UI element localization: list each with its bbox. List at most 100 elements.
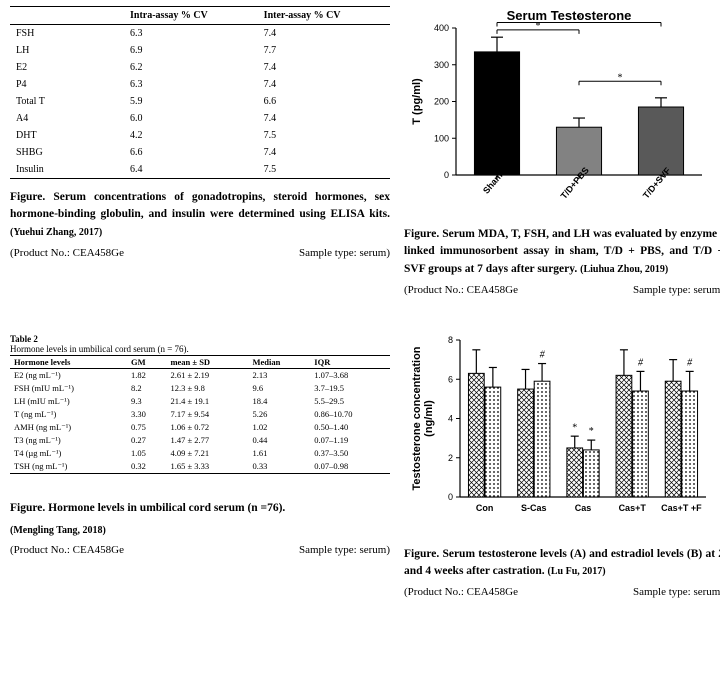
table-row: E2 (ng mL⁻¹)1.822.61 ± 2.192.131.07–3.68	[10, 368, 390, 382]
table-cell: SHBG	[10, 144, 124, 161]
caption-prefix: Figure.	[10, 191, 45, 203]
table-cell: FSH	[10, 25, 124, 43]
table-cell: 6.6	[124, 144, 258, 161]
panel4-caption: Figure. Serum testosterone levels (A) an…	[404, 546, 720, 581]
table-row: LH (mIU mL⁻¹)9.321.4 ± 19.118.45.5–29.5	[10, 395, 390, 408]
table-cell: 7.4	[258, 59, 390, 76]
panel3-caption: Figure. Hormone levels in umbilical cord…	[10, 500, 390, 538]
panel-hormone-table: Table 2 Hormone levels in umbilical cord…	[10, 334, 390, 599]
table-cell: 8.2	[127, 382, 166, 395]
table-cell: 7.4	[258, 110, 390, 127]
svg-text:200: 200	[434, 97, 449, 107]
hormone-table: Hormone levelsGMmean ± SDMedianIQR E2 (n…	[10, 356, 390, 474]
caption-text: Serum concentrations of gonadotropins, s…	[10, 191, 390, 220]
svg-text:Cas+T +F: Cas+T +F	[661, 503, 702, 513]
table-cell: 9.6	[249, 382, 311, 395]
table-cell: LH (mIU mL⁻¹)	[10, 395, 127, 408]
table-cell: 0.86–10.70	[310, 408, 390, 421]
panel4-meta: (Product No.: CEA458Ge Sample type: seru…	[404, 586, 720, 598]
svg-text:6: 6	[448, 374, 453, 384]
table-cell: 9.3	[127, 395, 166, 408]
table-row: SHBG6.67.4	[10, 144, 390, 161]
svg-text:T (pg/ml): T (pg/ml)	[411, 78, 423, 125]
table-cell: 4.2	[124, 127, 258, 144]
table-row: AMH (ng mL⁻¹)0.751.06 ± 0.721.020.50–1.4…	[10, 421, 390, 434]
sample-type: Sample type: serum)	[299, 544, 390, 556]
table-header: Median	[249, 356, 311, 369]
table2-title: Table 2	[10, 334, 390, 344]
svg-text:*: *	[618, 72, 623, 83]
svg-text:#: #	[638, 357, 644, 368]
table-row: E26.27.4	[10, 59, 390, 76]
caption-text: Serum MDA, T, FSH, and LH was evaluated …	[404, 228, 720, 275]
table-cell: TSH (ng mL⁻¹)	[10, 460, 127, 474]
svg-text:Cas+T: Cas+T	[619, 503, 647, 513]
table-cell: 1.65 ± 3.33	[166, 460, 248, 474]
table-cell: 0.37–3.50	[310, 447, 390, 460]
panel-serum-testosterone: Serum Testosterone0100200300400T (pg/ml)…	[404, 6, 720, 296]
table-row: T3 (ng mL⁻¹)0.271.47 ± 2.770.440.07–1.19	[10, 434, 390, 447]
table-cell: 6.4	[124, 161, 258, 179]
table-cell: 21.4 ± 19.1	[166, 395, 248, 408]
svg-text:2: 2	[448, 453, 453, 463]
table-cell: T3 (ng mL⁻¹)	[10, 434, 127, 447]
table-cell: 18.4	[249, 395, 311, 408]
table-cell: LH	[10, 42, 124, 59]
testosterone-groups-chart: 02468Testosterone concentration(ng/ml)Co…	[404, 330, 714, 525]
svg-text:4: 4	[448, 413, 453, 423]
table-cell: Insulin	[10, 161, 124, 179]
table-row: T (ng mL⁻¹)3.307.17 ± 9.545.260.86–10.70	[10, 408, 390, 421]
caption-prefix: Figure.	[10, 502, 45, 514]
svg-text:*: *	[589, 426, 594, 437]
table-row: FSH (mIU mL⁻¹)8.212.3 ± 9.89.63.7–19.5	[10, 382, 390, 395]
table-cell: 7.17 ± 9.54	[166, 408, 248, 421]
table-cell: 7.4	[258, 144, 390, 161]
table2-subtitle: Hormone levels in umbilical cord serum (…	[10, 344, 390, 356]
table-cell: P4	[10, 76, 124, 93]
table-cell: 6.0	[124, 110, 258, 127]
table-cell: 6.6	[258, 93, 390, 110]
caption-ref: (Yuehui Zhang, 2017)	[10, 227, 102, 238]
table-cell: 0.44	[249, 434, 311, 447]
product-no: (Product No.: CEA458Ge	[404, 284, 518, 296]
table-cell: 6.2	[124, 59, 258, 76]
table-cell: 0.27	[127, 434, 166, 447]
svg-text:Con: Con	[476, 503, 494, 513]
table-cell: 7.5	[258, 127, 390, 144]
product-no: (Product No.: CEA458Ge	[10, 247, 124, 259]
panel-cv-table: Intra-assay % CVInter-assay % CV FSH6.37…	[10, 6, 390, 296]
table-cell: 7.4	[258, 25, 390, 43]
table-cell: 5.5–29.5	[310, 395, 390, 408]
panel-testosterone-groups: 02468Testosterone concentration(ng/ml)Co…	[404, 330, 720, 599]
svg-text:0: 0	[444, 170, 449, 180]
table-cell: 3.30	[127, 408, 166, 421]
table-header: GM	[127, 356, 166, 369]
table-cell: 6.3	[124, 76, 258, 93]
sample-type: Sample type: serum)	[633, 586, 720, 598]
panel1-caption: Figure. Serum concentrations of gonadotr…	[10, 189, 390, 241]
caption-ref: (Lu Fu, 2017)	[548, 566, 606, 577]
table-cell: T4 (µg mL⁻¹)	[10, 447, 127, 460]
table-cell: T (ng mL⁻¹)	[10, 408, 127, 421]
panel2-meta: (Product No.: CEA458Ge Sample type: seru…	[404, 284, 720, 296]
svg-text:8: 8	[448, 335, 453, 345]
table-cell: 1.07–3.68	[310, 368, 390, 382]
table-cell: 1.02	[249, 421, 311, 434]
table-cell: 7.5	[258, 161, 390, 179]
caption-text: Hormone levels in umbilical cord serum (…	[48, 502, 285, 514]
product-no: (Product No.: CEA458Ge	[404, 586, 518, 598]
table-cell: Total T	[10, 93, 124, 110]
table-cell: 3.7–19.5	[310, 382, 390, 395]
table-cell: FSH (mIU mL⁻¹)	[10, 382, 127, 395]
svg-text:#: #	[687, 357, 693, 368]
panel2-caption: Figure. Serum MDA, T, FSH, and LH was ev…	[404, 226, 720, 278]
table-cell: 0.07–0.98	[310, 460, 390, 474]
table-header: mean ± SD	[166, 356, 248, 369]
table-row: T4 (µg mL⁻¹)1.054.09 ± 7.211.610.37–3.50	[10, 447, 390, 460]
table-cell: AMH (ng mL⁻¹)	[10, 421, 127, 434]
serum-testosterone-chart: Serum Testosterone0100200300400T (pg/ml)…	[404, 6, 714, 211]
svg-text:*: *	[577, 13, 582, 24]
svg-text:S-Cas: S-Cas	[521, 503, 547, 513]
panel3-meta: (Product No.: CEA458Ge Sample type: seru…	[10, 544, 390, 556]
caption-prefix: Figure.	[404, 548, 439, 560]
